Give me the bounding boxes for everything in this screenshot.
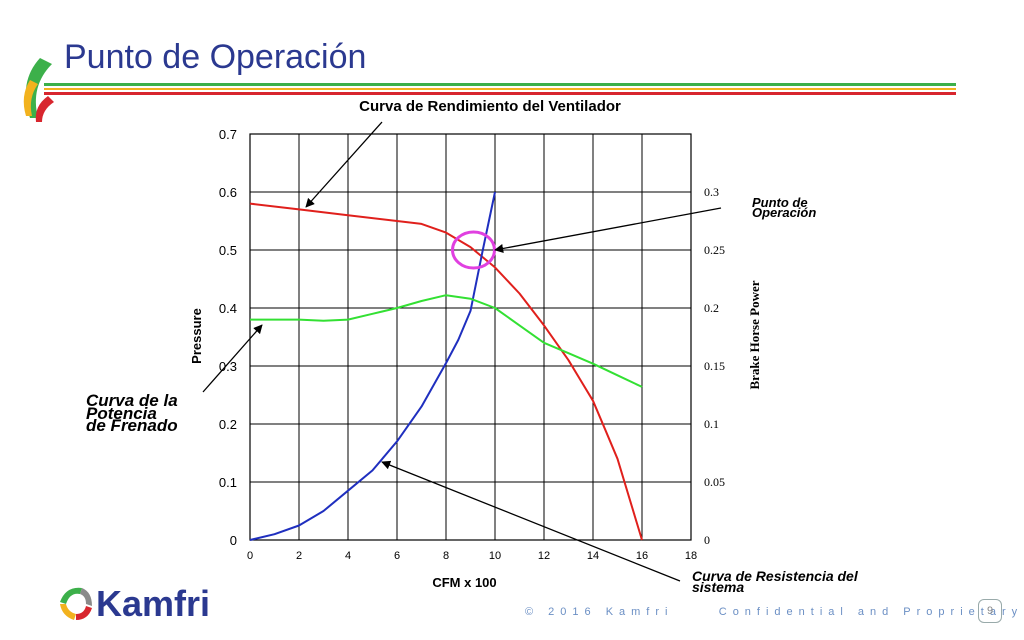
operating-point-arrow [494,207,722,253]
logo-swoosh-yellow [23,80,38,116]
y2-tick-label: 0.05 [704,475,725,489]
y-tick-label: 0.7 [219,127,237,142]
header-line-yellow [44,88,956,90]
y2-tick-label: 0.1 [704,417,719,431]
logo-swoosh-green [25,58,52,118]
fan-curve-label: Curva de Rendimiento del Ventilador [359,98,621,115]
header-line-green [44,83,956,86]
x-tick-label: 14 [587,550,599,562]
x-tick-label: 18 [685,550,697,562]
x-tick-label: 0 [247,550,253,562]
y-tick-label: 0.6 [219,185,237,200]
y-tick-label: 0.5 [219,243,237,258]
power-curve-label-line3: de Frenado [86,416,178,435]
x-tick-label: 16 [636,550,648,562]
plot-frame [249,133,692,541]
y-tick-label: 0.3 [219,359,237,374]
y2-tick-label: 0.3 [704,185,719,199]
logo-mark-icon [60,587,92,620]
system-resistance-curve [249,191,496,541]
y2-tick-label: 0 [704,533,710,547]
operating-point-label-line1: Punto de [752,195,808,210]
chart-axes: 0 2 4 6 8 10 12 14 16 18 0 0.1 0.2 0.3 0.4 0.5 0.6 0.7 0 0.… [189,127,762,590]
x-axis-label: CFM x 100 [432,575,496,590]
chart-lines [249,191,643,541]
header-line-red [44,92,956,95]
logo-swoosh-red [35,96,54,122]
power-curve-label-line1: Curva de la [86,391,178,410]
x-tick-label: 8 [443,550,449,562]
logo-text: Kamfri [96,583,210,624]
chart-annotations: Curva de Rendimiento del Ventilador Punto… [86,98,859,595]
brake-power-curve [250,294,643,388]
slide-title: Punto de Operación [64,38,367,76]
y2-tick-label: 0.25 [704,243,725,257]
operating-point-label-line2: Operación [752,205,816,220]
fan-curve-arrow [305,121,383,208]
chart-grid [249,133,692,541]
fan-performance-curve [249,202,643,541]
y-tick-label: 0.2 [219,417,237,432]
x-tick-label: 6 [394,550,400,562]
y2-tick-label: 0.2 [704,301,719,315]
page-number: 9 [978,599,1002,623]
x-tick-label: 10 [489,550,501,562]
y-tick-label: 0.1 [219,475,237,490]
x-tick-label: 2 [296,550,302,562]
footer-copyright: © 2016 Kamfri Confidential and Proprieta… [525,606,1023,618]
footer-left: © 2016 Kamfri [525,606,674,618]
power-curve-label-line2: Potencia [86,404,157,423]
y2-tick-label: 0.15 [704,359,725,373]
system-curve-label-line1: Curva de Resistencia del [692,568,859,584]
system-curve-arrow [381,460,681,582]
y-tick-label: 0.4 [219,301,237,316]
x-tick-label: 4 [345,550,351,562]
y-tick-label: 0 [230,533,237,548]
x-tick-label: 12 [538,550,550,562]
y2-axis-label: Brake Horse Power [747,280,762,389]
footer-right: Confidential and Proprietary [718,606,1024,618]
header-decoration [23,58,956,122]
system-curve-label-line2: sistema [692,579,744,595]
y-axis-label: Pressure [189,308,204,364]
kamfri-logo: Kamfri [60,583,210,624]
power-curve-arrow [202,324,263,393]
